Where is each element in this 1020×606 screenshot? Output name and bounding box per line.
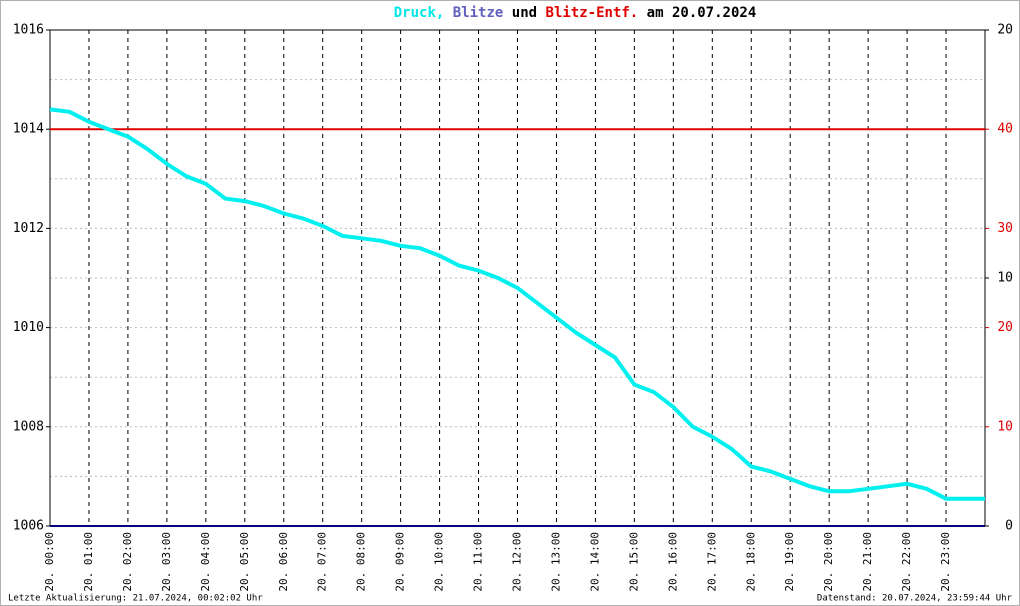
y2-tick-label: 0 <box>1005 519 1013 534</box>
y3-tick-label: 30 <box>997 221 1013 236</box>
title-part: Druck, <box>394 5 445 21</box>
x-tick-label: 20. 03:00 <box>160 532 173 592</box>
y3-tick-label: 20 <box>997 320 1013 335</box>
y3-tick-label: 40 <box>997 122 1013 137</box>
x-tick-label: 20. 13:00 <box>549 532 562 592</box>
x-tick-label: 20. 00:00 <box>43 532 56 592</box>
x-tick-label: 20. 14:00 <box>588 532 601 592</box>
x-tick-label: 20. 02:00 <box>121 532 134 592</box>
x-tick-label: 20. 15:00 <box>627 532 640 592</box>
x-tick-label: 20. 17:00 <box>705 532 718 592</box>
x-tick-label: 20. 07:00 <box>316 532 329 592</box>
x-tick-label: 20. 10:00 <box>433 532 446 592</box>
y2-tick-label: 20 <box>997 23 1013 38</box>
x-tick-label: 20. 18:00 <box>744 532 757 592</box>
x-tick-label: 20. 05:00 <box>238 532 251 592</box>
footer-right: Datenstand: 20.07.2024, 23:59:44 Uhr <box>817 594 1013 604</box>
x-tick-label: 20. 20:00 <box>822 532 835 592</box>
x-tick-label: 20. 04:00 <box>199 532 212 592</box>
x-tick-label: 20. 21:00 <box>861 532 874 592</box>
y3-tick-label: 10 <box>997 419 1013 434</box>
y-tick-label: 1014 <box>13 122 44 137</box>
x-tick-label: 20. 23:00 <box>939 532 952 592</box>
x-tick-label: 20. 16:00 <box>666 532 679 592</box>
x-tick-label: 20. 11:00 <box>472 532 485 592</box>
y-tick-label: 1012 <box>13 221 44 236</box>
footer-left: Letzte Aktualisierung: 21.07.2024, 00:02… <box>8 594 263 604</box>
x-tick-label: 20. 01:00 <box>82 532 95 592</box>
x-tick-label: 20. 19:00 <box>783 532 796 592</box>
chart-title: Druck, Blitze und Blitz-Entf. am 20.07.2… <box>394 5 757 21</box>
title-part: Blitze <box>453 5 504 21</box>
x-tick-label: 20. 08:00 <box>355 532 368 592</box>
y2-tick-label: 10 <box>997 271 1013 286</box>
y-tick-label: 1016 <box>13 23 44 38</box>
y-tick-label: 1010 <box>13 320 44 335</box>
title-part: und <box>512 5 537 21</box>
x-tick-label: 20. 12:00 <box>511 532 524 592</box>
x-tick-label: 20. 22:00 <box>900 532 913 592</box>
title-part: Blitz-Entf. <box>546 5 639 21</box>
y-tick-label: 1006 <box>13 519 44 534</box>
series-line <box>49 107 985 501</box>
x-tick-label: 20. 09:00 <box>394 532 407 592</box>
x-tick-label: 20. 06:00 <box>277 532 290 592</box>
title-part: am 20.07.2024 <box>647 5 757 21</box>
y-tick-label: 1008 <box>13 419 44 434</box>
